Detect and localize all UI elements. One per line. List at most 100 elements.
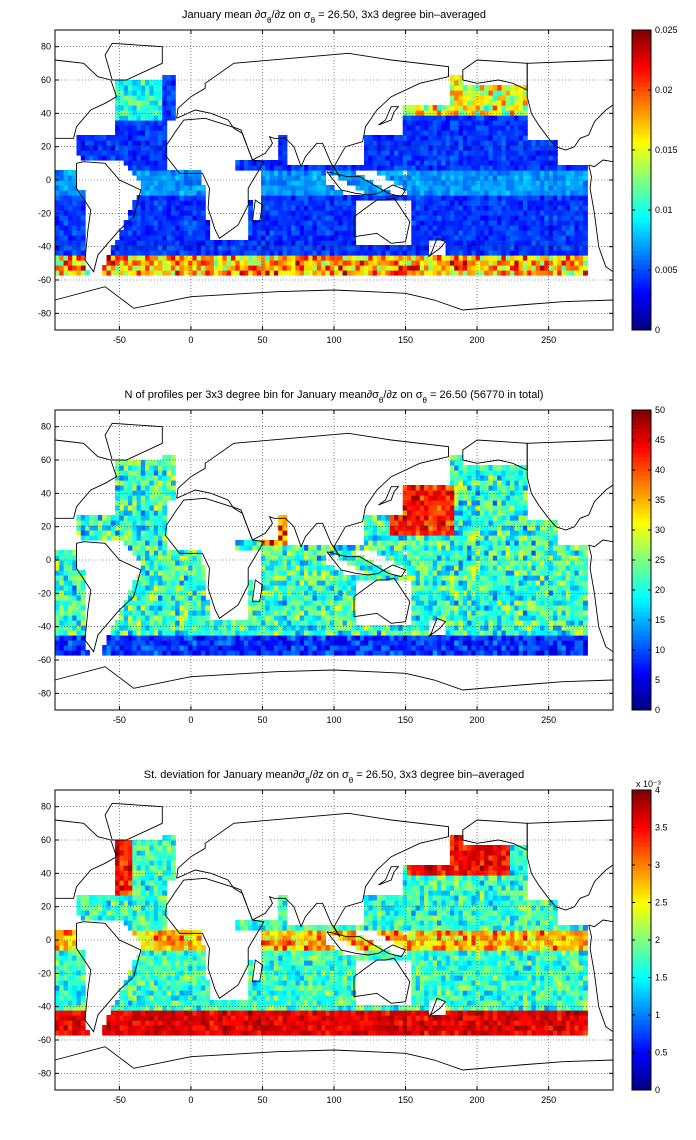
data-cell <box>510 165 515 171</box>
data-cell <box>162 230 168 236</box>
data-cell <box>522 145 528 151</box>
data-cell <box>475 155 481 161</box>
data-cell <box>269 565 275 571</box>
data-cell <box>552 170 558 176</box>
data-cell <box>55 560 60 566</box>
data-cell <box>256 640 262 646</box>
data-cell <box>67 175 73 181</box>
data-cell <box>389 645 395 651</box>
data-cell <box>389 155 395 161</box>
data-cell <box>501 260 507 266</box>
data-cell <box>153 235 159 241</box>
data-cell <box>518 85 524 91</box>
data-cell <box>282 175 288 181</box>
data-cell <box>170 635 176 641</box>
data-cell <box>415 615 421 621</box>
data-cell <box>415 630 421 636</box>
data-cell <box>76 210 82 216</box>
data-cell <box>510 130 515 136</box>
data-cell <box>291 225 296 231</box>
data-cell <box>231 245 236 251</box>
data-cell <box>338 625 344 631</box>
data-cell <box>282 255 288 261</box>
data-cell <box>312 270 318 276</box>
data-cell <box>552 640 558 646</box>
data-cell <box>304 615 309 621</box>
data-cell <box>488 620 494 626</box>
data-cell <box>218 650 223 656</box>
data-cell <box>424 575 429 581</box>
data-cell <box>76 245 82 251</box>
data-cell <box>471 160 477 166</box>
data-cell <box>449 600 455 606</box>
x-tick-label: -50 <box>113 335 126 345</box>
data-cell <box>170 260 176 266</box>
data-cell <box>106 635 112 641</box>
colorbar-segment <box>632 315 651 322</box>
data-cell <box>484 180 490 186</box>
data-cell <box>278 210 284 216</box>
data-cell <box>402 645 408 651</box>
data-cell <box>278 560 284 566</box>
data-cell <box>527 250 533 256</box>
data-cell <box>479 240 485 246</box>
data-cell <box>162 250 168 256</box>
data-cell <box>522 180 528 186</box>
data-cell <box>295 615 301 621</box>
data-cell <box>565 170 571 176</box>
data-cell <box>136 255 142 261</box>
data-cell <box>291 210 296 216</box>
data-cell <box>505 100 511 106</box>
data-cell <box>162 625 168 631</box>
data-cell <box>419 585 425 591</box>
data-cell <box>398 265 404 271</box>
data-cell <box>355 645 361 651</box>
data-cell <box>231 250 236 256</box>
data-cell <box>428 605 434 611</box>
data-cell <box>561 615 567 621</box>
data-cell <box>158 625 163 631</box>
data-cell <box>196 645 202 651</box>
data-cell <box>467 175 472 181</box>
data-cell <box>394 245 399 251</box>
data-cell <box>428 585 434 591</box>
data-cell <box>471 90 477 96</box>
data-cell <box>119 105 125 111</box>
data-cell <box>140 240 146 246</box>
data-cell <box>514 245 520 251</box>
data-cell <box>261 610 266 616</box>
data-cell <box>166 215 172 221</box>
data-cell <box>342 620 348 626</box>
data-cell <box>389 270 395 276</box>
data-cell <box>282 630 288 636</box>
data-cell <box>561 190 567 196</box>
data-cell <box>394 560 399 566</box>
data-cell <box>140 235 146 241</box>
data-cell <box>200 195 206 201</box>
data-cell <box>110 135 116 141</box>
data-cell <box>166 600 172 606</box>
data-cell <box>153 190 159 196</box>
data-cell <box>565 260 571 266</box>
data-cell <box>389 635 395 641</box>
data-cell <box>140 215 146 221</box>
data-cell <box>561 200 567 206</box>
colorbar-segment <box>632 147 651 153</box>
data-cell <box>106 255 112 261</box>
data-cell <box>158 600 163 606</box>
data-cell <box>265 630 271 636</box>
data-cell <box>166 230 172 236</box>
data-cell <box>153 260 159 266</box>
data-cell <box>55 630 60 636</box>
data-cell <box>312 265 318 271</box>
data-cell <box>162 565 168 571</box>
data-cell <box>518 600 524 606</box>
data-cell <box>179 180 185 186</box>
data-cell <box>136 625 142 631</box>
data-cell <box>179 635 185 641</box>
data-cell <box>424 165 429 171</box>
data-cell <box>213 265 219 271</box>
data-cell <box>286 595 292 601</box>
data-cell <box>462 145 468 151</box>
data-cell <box>342 610 348 616</box>
